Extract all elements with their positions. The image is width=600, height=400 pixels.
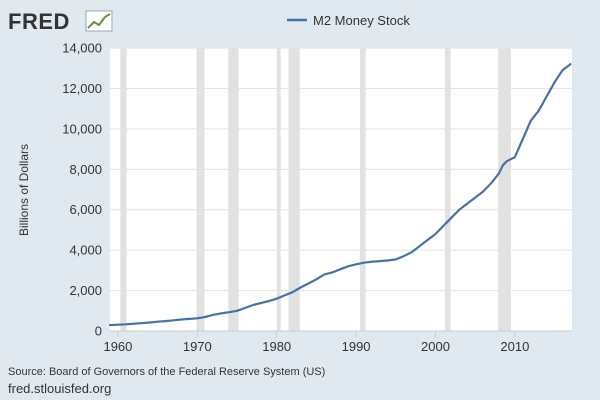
- y-tick-label-6: 12,000: [62, 81, 102, 96]
- x-tick-label-4: 2000: [421, 339, 450, 354]
- series-line-0: [108, 63, 572, 327]
- y-tick-label-7: 14,000: [62, 41, 102, 56]
- legend: M2 Money Stock: [287, 13, 410, 28]
- recession-bands: [120, 48, 511, 331]
- recession-band-6: [444, 48, 451, 331]
- x-axis-ticks: 1960 1970 1980 1990 2000 2010: [103, 331, 529, 354]
- recession-band-4: [288, 48, 300, 331]
- source-text: Source: Board of Governors of the Federa…: [8, 366, 325, 378]
- y-tick-label-5: 10,000: [62, 121, 102, 136]
- recession-band-7: [498, 48, 511, 331]
- plot-area: [110, 48, 572, 331]
- fred-logo[interactable]: FRED: [8, 9, 113, 34]
- y-tick-label-4: 8,000: [69, 162, 102, 177]
- recession-band-5: [360, 48, 366, 331]
- recession-band-3: [276, 48, 281, 331]
- x-tick-label-3: 1990: [342, 339, 371, 354]
- y-axis-title: Billions of Dollars: [17, 144, 31, 236]
- y-tick-label-3: 6,000: [69, 202, 102, 217]
- fred-line-chart-icon: [85, 10, 113, 32]
- x-tick-label-2: 1980: [262, 339, 291, 354]
- x-tick-label-0: 1960: [103, 339, 132, 354]
- y-tick-label-0: 0: [95, 324, 102, 339]
- legend-label: M2 Money Stock: [313, 13, 410, 28]
- y-axis-ticks: 0 2,000 4,000 6,000 8,000 10,000 12,000 14,000: [62, 41, 102, 339]
- x-tick-label-1: 1970: [183, 339, 212, 354]
- recession-band-2: [228, 48, 239, 331]
- y-tick-label-2: 4,000: [69, 243, 102, 258]
- source-url[interactable]: fred.stlouisfed.org: [8, 381, 111, 396]
- series-layer: [108, 63, 572, 327]
- x-tick-label-5: 2010: [500, 339, 529, 354]
- y-tick-label-1: 2,000: [69, 283, 102, 298]
- logo-text: FRED: [8, 9, 70, 34]
- recession-band-0: [120, 48, 127, 331]
- recession-band-1: [196, 48, 205, 331]
- grid-lines: [110, 47, 572, 292]
